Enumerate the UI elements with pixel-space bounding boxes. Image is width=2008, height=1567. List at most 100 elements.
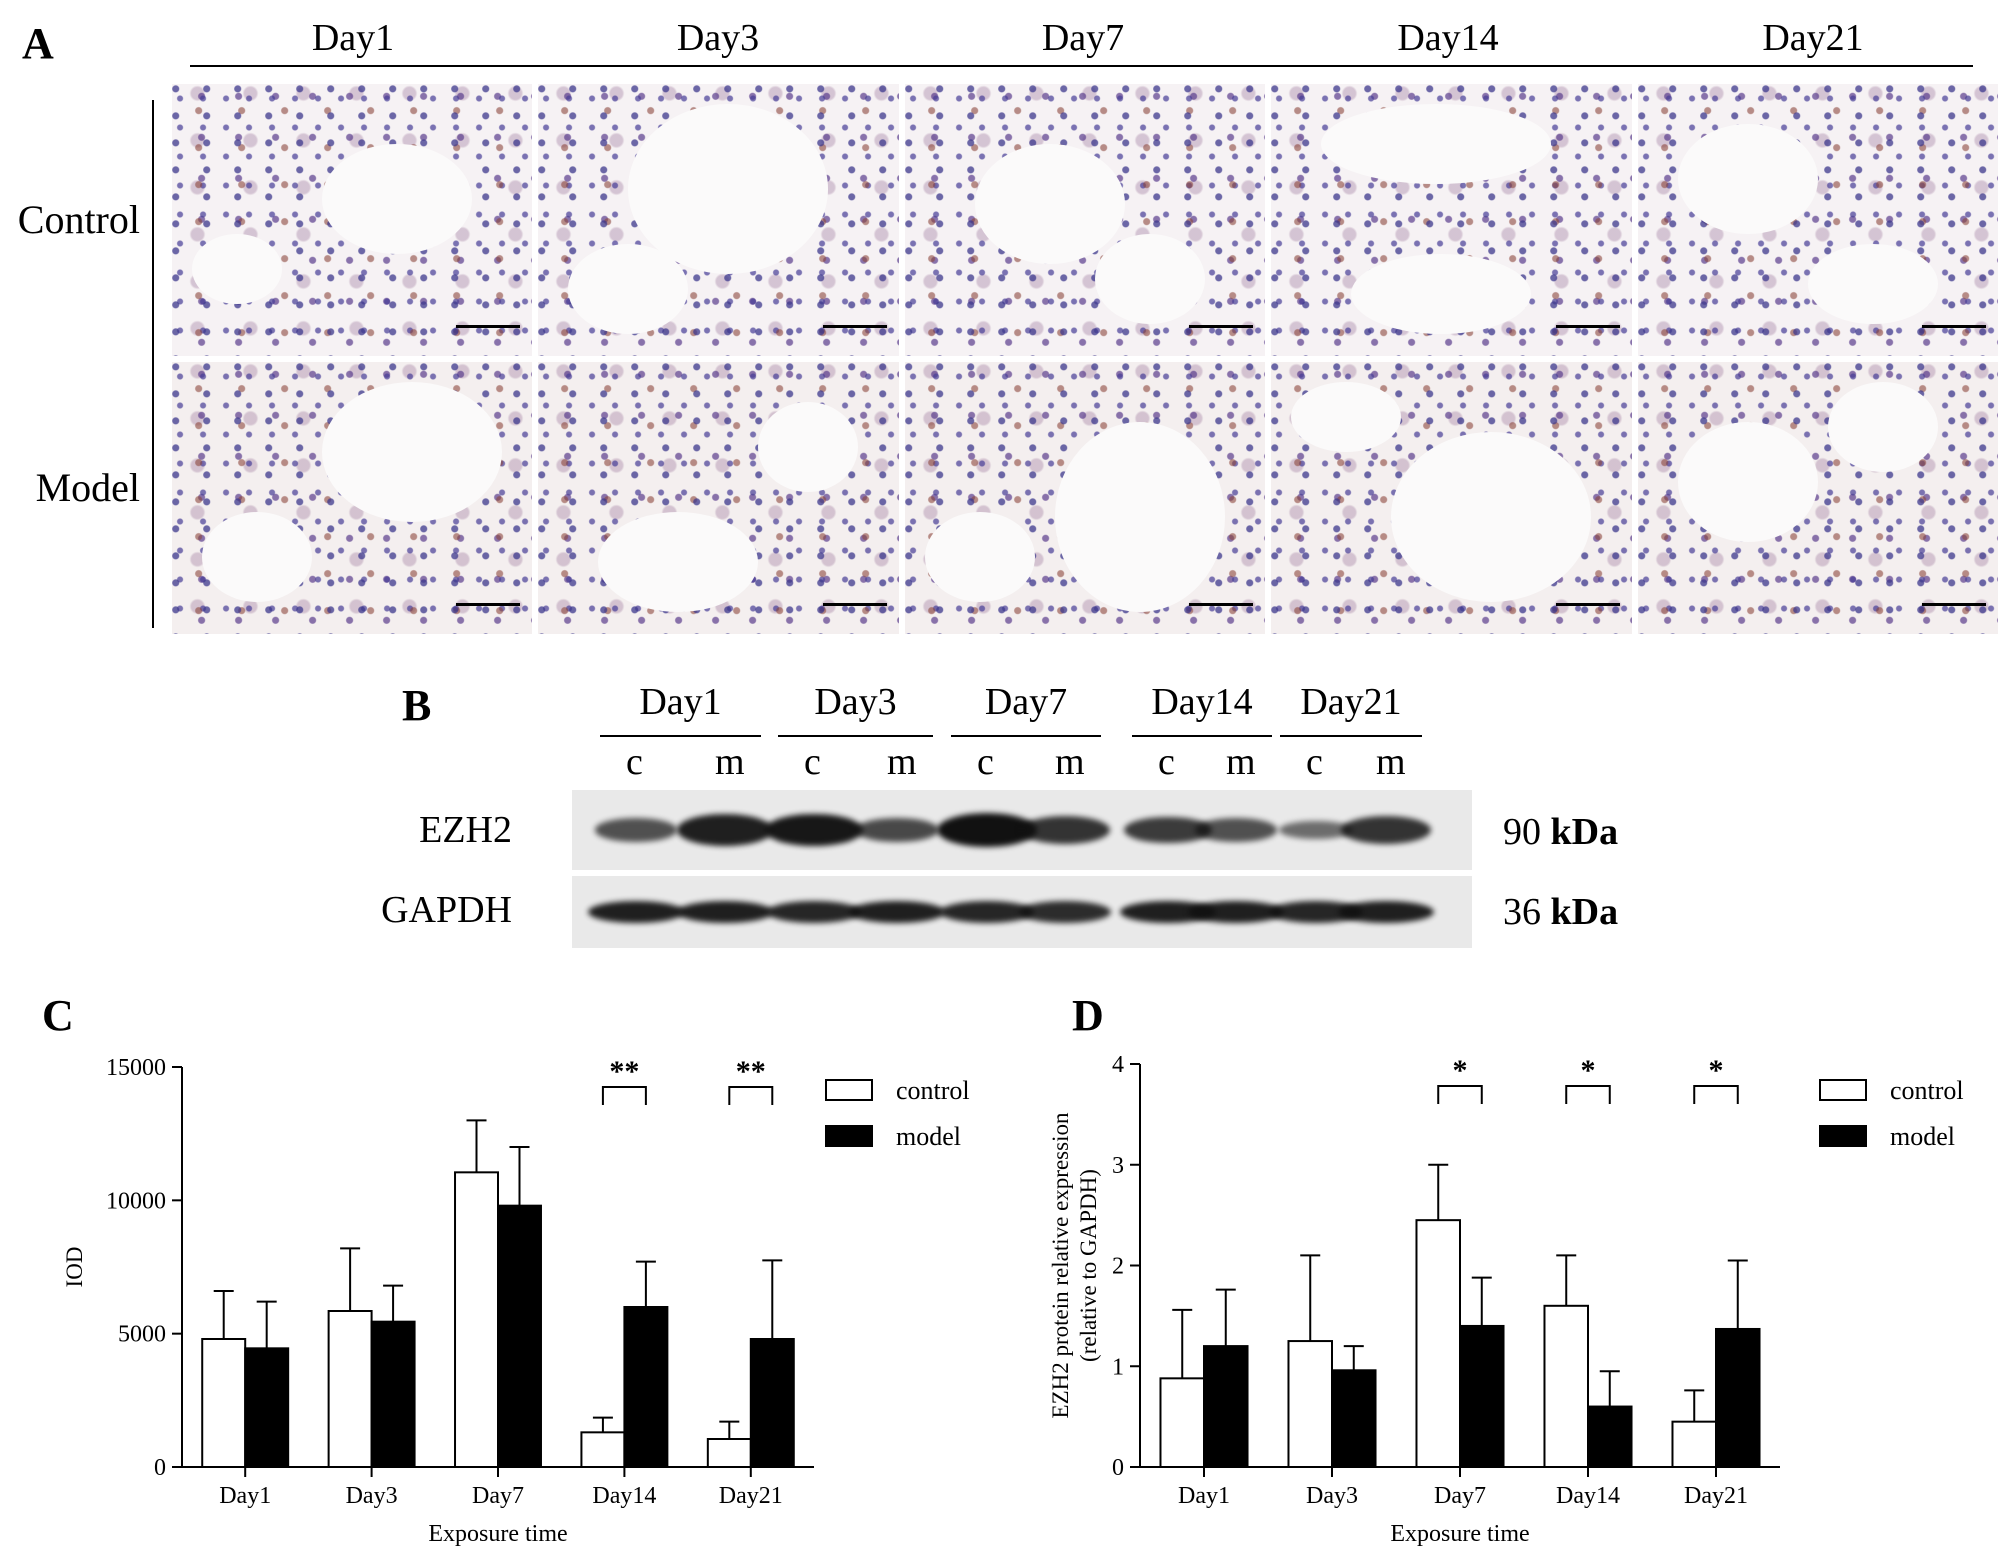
blot-band — [1279, 820, 1353, 840]
blot-band — [940, 901, 1034, 923]
chart-d: 0 1 2 3 4 EZH2 protein relative expression (re… — [1048, 1052, 1964, 1547]
legend-label: control — [896, 1076, 970, 1105]
blot-day-header: Day1 — [639, 681, 722, 723]
blot-day-header: Day3 — [814, 681, 897, 723]
y-tick-label: 0 — [154, 1455, 166, 1481]
blot-lane-label: m — [887, 741, 917, 783]
histology-image — [1637, 362, 1998, 634]
blot-band — [677, 901, 773, 923]
legend-swatch-control — [825, 1079, 873, 1101]
blot-day-header: Day21 — [1300, 681, 1402, 723]
y-tick-label: 1 — [1112, 1354, 1124, 1380]
blot-band — [1338, 901, 1434, 923]
blot-day-header: Day14 — [1151, 681, 1253, 723]
x-axis-label: Exposure time — [1390, 1521, 1529, 1547]
bar-model — [1203, 1345, 1249, 1469]
y-tick-label: 10000 — [106, 1188, 166, 1214]
bar-control — [327, 1310, 373, 1468]
blot-day-rule — [951, 735, 1101, 737]
blot-lane-label: c — [804, 741, 821, 783]
y-axis-label: EZH2 protein relative expression — [1048, 1112, 1073, 1418]
blot-lane-label: m — [715, 741, 745, 783]
scale-bar — [456, 325, 521, 328]
y-tick-label: 15000 — [106, 1055, 166, 1081]
bar-control — [1543, 1304, 1589, 1468]
significance-mark: * — [1581, 1054, 1596, 1087]
significance-bracket — [1565, 1085, 1611, 1104]
blot-band — [767, 901, 861, 923]
significance-bracket — [728, 1086, 774, 1105]
bar-model — [1587, 1405, 1633, 1468]
bar-control — [201, 1338, 247, 1468]
y-tick-label: 4 — [1112, 1052, 1124, 1078]
bar-model — [623, 1306, 669, 1468]
bar-model — [244, 1347, 290, 1469]
histology-image — [172, 362, 533, 634]
histology-image — [1271, 84, 1632, 356]
x-tick-label: Day7 — [1434, 1483, 1486, 1509]
histology-grid — [172, 84, 1998, 634]
blot-band — [1019, 901, 1111, 923]
blot-strip-ezh2 — [572, 790, 1472, 870]
kda-label-ezh2: 90 kDa — [1503, 811, 1619, 853]
scale-bar — [456, 603, 521, 606]
scale-bar — [1189, 325, 1254, 328]
blot-label-ezh2: EZH2 — [419, 809, 512, 851]
panel-a-day-header: Day7 — [1041, 17, 1125, 59]
panel-a-day-header: Day1 — [311, 17, 395, 59]
x-tick-label: Day1 — [219, 1483, 271, 1509]
panel-a-day-header: Day3 — [676, 17, 760, 59]
blot-strip-gapdh — [572, 876, 1472, 948]
histology-image — [538, 362, 899, 634]
bar-model — [497, 1204, 542, 1469]
bar-model — [749, 1338, 795, 1468]
blot-band — [677, 814, 773, 846]
blot-day-rule — [1280, 735, 1422, 737]
x-tick-label: Day14 — [592, 1483, 656, 1509]
blot-day-rule — [600, 735, 761, 737]
blot-lane-label: c — [1306, 741, 1323, 783]
x-tick-label: Day21 — [719, 1483, 783, 1509]
blot-day-rule — [778, 735, 933, 737]
panel-d-letter: D — [1072, 991, 1104, 1040]
y-tick-label: 3 — [1112, 1153, 1124, 1179]
significance-bracket — [601, 1086, 647, 1105]
blot-lane-label: m — [1376, 741, 1406, 783]
significance-mark: ** — [609, 1055, 639, 1088]
histology-image — [172, 84, 533, 356]
blot-day-rule — [1132, 735, 1272, 737]
blot-lane-label: m — [1055, 741, 1085, 783]
x-tick-label: Day3 — [1306, 1483, 1358, 1509]
x-tick-label: Day21 — [1684, 1483, 1748, 1509]
row-label-control: Control — [17, 197, 140, 242]
blot-day-header: Day7 — [984, 681, 1068, 723]
histology-image — [1637, 84, 1998, 356]
panel-a-header-rule — [190, 65, 1973, 67]
blot-band — [1188, 901, 1284, 923]
scale-bar — [822, 603, 887, 606]
panel-a-letter: A — [22, 19, 54, 68]
bar-model — [1715, 1327, 1761, 1468]
blot-band — [1195, 818, 1277, 842]
y-axis-label: IOD — [62, 1247, 87, 1288]
legend-label: control — [1890, 1076, 1964, 1105]
x-tick-label: Day1 — [1178, 1483, 1230, 1509]
blot-lane-label: m — [1226, 741, 1256, 783]
x-tick-label: Day14 — [1556, 1483, 1620, 1509]
panel-a-row-rule — [152, 100, 154, 628]
histology-image — [904, 362, 1266, 634]
blot-lane-label: c — [977, 741, 994, 783]
chart-c: 0 5000 10000 15000 IOD Day1 Day3 Day7 Day14 Day21… — [62, 1055, 970, 1547]
scale-bar — [1189, 603, 1254, 606]
blot-band — [1020, 816, 1110, 844]
scale-bar — [1555, 325, 1620, 328]
significance-mark: * — [1709, 1054, 1724, 1087]
bar-control — [1415, 1219, 1462, 1468]
y-tick-label: 0 — [1112, 1455, 1124, 1481]
blot-band — [765, 813, 863, 847]
blot-band — [595, 818, 677, 842]
bar-control — [454, 1171, 499, 1468]
bar-control — [1287, 1340, 1334, 1468]
x-axis-label: Exposure time — [428, 1521, 567, 1547]
panel-a-day-header: Day21 — [1762, 17, 1864, 59]
